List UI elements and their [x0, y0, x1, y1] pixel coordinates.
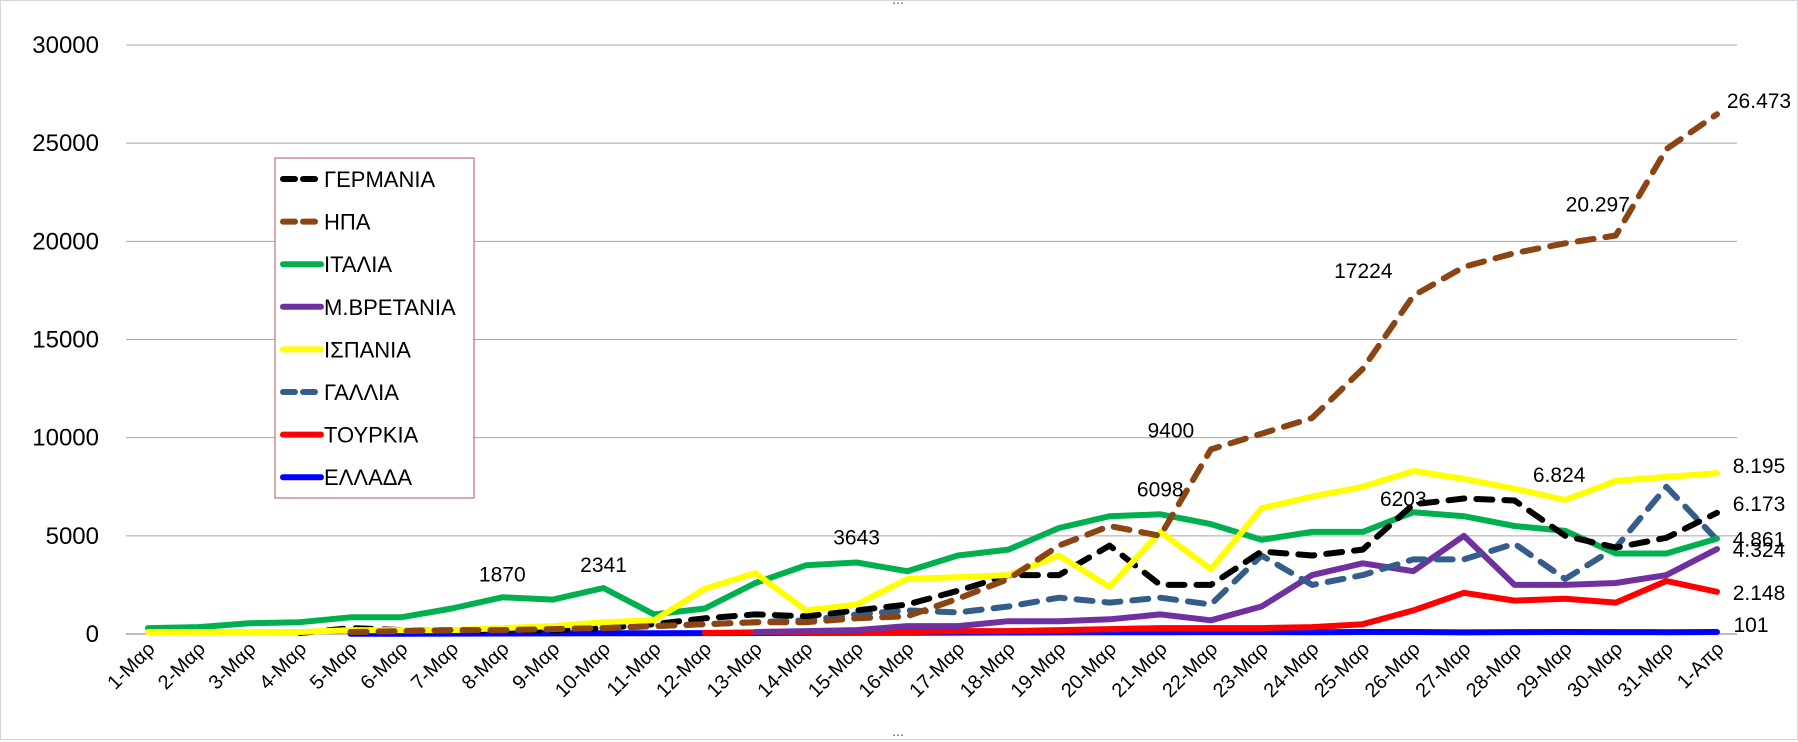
data-label: 2.148: [1733, 582, 1786, 605]
data-label: 6203: [1380, 488, 1427, 511]
data-label: 3643: [833, 526, 880, 549]
data-label: 4.324: [1733, 539, 1786, 562]
series-lines: [145, 111, 1720, 637]
data-label: 6.173: [1733, 493, 1786, 516]
x-tick-label: 26-Μαρ: [1361, 638, 1425, 702]
x-tick-label: 7-Μαρ: [407, 638, 463, 694]
legend-label: ΓΕΡΜΑΝΙΑ: [324, 167, 435, 192]
series-line-ΗΠΑ: [347, 111, 1720, 635]
y-tick-label: 5000: [46, 523, 99, 550]
y-tick-label: 10000: [32, 425, 99, 452]
x-tick-label: 17-Μαρ: [905, 638, 969, 702]
y-tick-label: 25000: [32, 130, 99, 157]
x-tick-label: 30-Μαρ: [1563, 638, 1627, 702]
legend-label: ΙΤΑΛΙΑ: [324, 252, 392, 277]
x-tick-label: 19-Μαρ: [1007, 638, 1071, 702]
x-tick-label: 2-Μαρ: [154, 638, 210, 694]
data-label: 8.195: [1733, 455, 1786, 478]
x-tick-label: 25-Μαρ: [1310, 638, 1374, 702]
x-tick-label: 1-Απρ: [1673, 638, 1728, 693]
legend: ΓΕΡΜΑΝΙΑ ΗΠΑ ΙΤΑΛΙΑ Μ.ΒΡΕΤΑΝΙΑ ΙΣΠΑΝΙΑ ΓΑΛΛΙΑ…: [274, 157, 475, 499]
x-tick-label: 24-Μαρ: [1260, 638, 1324, 702]
x-tick-label: 29-Μαρ: [1513, 638, 1577, 702]
x-tick-label: 28-Μαρ: [1462, 638, 1526, 702]
x-axis: 1-Μαρ2-Μαρ3-Μαρ4-Μαρ5-Μαρ6-Μαρ7-Μαρ8-Μαρ…: [103, 633, 1737, 702]
data-label: 9400: [1148, 419, 1195, 442]
x-tick-label: 23-Μαρ: [1209, 638, 1273, 702]
data-label: 2341: [580, 554, 627, 577]
data-label: 6098: [1137, 478, 1184, 501]
data-label: 17224: [1334, 260, 1393, 283]
resize-handle-top[interactable]: ⋯: [892, 0, 904, 10]
y-tick-label: 30000: [32, 32, 99, 59]
legend-label: ΗΠΑ: [324, 210, 371, 235]
y-tick-label: 20000: [32, 228, 99, 255]
x-tick-label: 5-Μαρ: [306, 638, 362, 694]
x-tick-label: 20-Μαρ: [1057, 638, 1121, 702]
x-tick-label: 27-Μαρ: [1411, 638, 1475, 702]
legend-label: ΤΟΥΡΚΙΑ: [324, 423, 419, 448]
x-tick-label: 6-Μαρ: [356, 638, 412, 694]
series-line-ΙΤΑΛΙΑ: [145, 509, 1720, 632]
x-tick-label: 10-Μαρ: [551, 638, 615, 702]
x-tick-label: 13-Μαρ: [703, 638, 767, 702]
series-line-Μ.ΒΡΕΤΑΝΙΑ: [752, 532, 1720, 635]
data-label: 26.473: [1727, 90, 1791, 113]
data-label: 1870: [479, 563, 526, 586]
x-tick-label: 12-Μαρ: [652, 638, 716, 702]
data-label: 6.824: [1533, 464, 1586, 487]
x-tick-label: 18-Μαρ: [956, 638, 1020, 702]
x-tick-label: 22-Μαρ: [1158, 638, 1222, 702]
x-tick-label: 16-Μαρ: [855, 638, 919, 702]
data-label: 4.861: [1733, 529, 1786, 552]
legend-label: ΕΛΛΑΔΑ: [324, 465, 412, 490]
x-tick-label: 15-Μαρ: [804, 638, 868, 702]
legend-label: Μ.ΒΡΕΤΑΝΙΑ: [324, 295, 456, 320]
resize-handle-bottom[interactable]: ⋯: [892, 728, 904, 742]
y-tick-label: 0: [86, 621, 99, 648]
series-line-ΤΟΥΡΚΙΑ: [701, 578, 1720, 636]
x-tick-label: 14-Μαρ: [753, 638, 817, 702]
data-labels: 1870 2341 3643 6098 9400 17224 6203 6.824 20.297…: [479, 90, 1791, 637]
series-line-ΓΑΛΛΙΑ: [347, 483, 1720, 635]
x-tick-label: 3-Μαρ: [205, 638, 261, 694]
legend-box: [274, 157, 475, 499]
legend-label: ΓΑΛΛΙΑ: [324, 380, 399, 405]
x-tick-label: 31-Μαρ: [1614, 638, 1678, 702]
data-label: 20.297: [1566, 194, 1630, 217]
x-tick-label: 4-Μαρ: [255, 638, 311, 694]
legend-label: ΙΣΠΑΝΙΑ: [324, 337, 411, 362]
y-axis: 0 5000 10000 15000 20000 25000 30000: [32, 32, 99, 648]
x-tick-label: 1-Μαρ: [103, 638, 159, 694]
x-tick-label: 21-Μαρ: [1108, 638, 1172, 702]
data-label: 101: [1733, 614, 1768, 637]
y-tick-label: 15000: [32, 327, 99, 354]
x-tick-label: 8-Μαρ: [458, 638, 514, 694]
